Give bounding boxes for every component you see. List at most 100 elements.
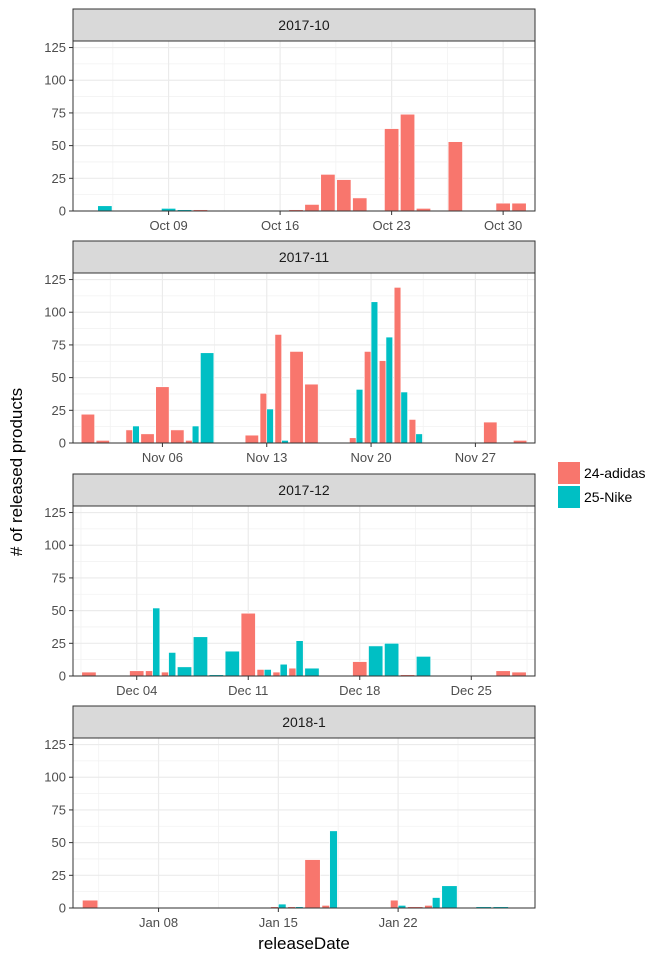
bar-25-nike [415, 433, 423, 444]
y-tick-label: 100 [44, 73, 66, 88]
bar-24-adidas [495, 202, 511, 212]
y-tick-label: 50 [52, 835, 66, 850]
bar-24-adidas [483, 421, 498, 444]
bar-25-nike [441, 885, 458, 909]
panel-strip-title: 2017-11 [279, 249, 330, 265]
bar-24-adidas [82, 899, 99, 909]
y-tick-label: 100 [44, 538, 66, 553]
bar-24-adidas [170, 429, 185, 444]
y-tick-label: 125 [44, 272, 66, 287]
y-tick-label: 50 [52, 603, 66, 618]
bar-24-adidas [240, 612, 256, 677]
x-tick-label: Jan 08 [139, 915, 178, 930]
plot-background [73, 41, 535, 211]
panel-border [72, 40, 536, 212]
bar-25-nike [368, 645, 384, 677]
bar-24-adidas [272, 671, 281, 677]
bar-24-adidas [352, 197, 368, 212]
bar-24-adidas [259, 393, 268, 444]
x-tick-label: Dec 11 [228, 683, 268, 698]
bar-24-adidas [145, 670, 153, 677]
bar-24-adidas [390, 899, 399, 909]
x-tick-label: Oct 30 [484, 218, 522, 233]
y-tick-label: 75 [52, 337, 66, 352]
y-tick-label: 0 [59, 901, 66, 916]
y-tick-label: 125 [44, 40, 66, 55]
y-tick-label: 100 [44, 770, 66, 785]
bar-24-adidas [129, 670, 145, 677]
bar-25-nike [329, 830, 338, 909]
bar-24-adidas [140, 433, 155, 444]
bar-24-adidas [511, 202, 527, 212]
bar-25-nike [278, 903, 287, 909]
x-tick-label: Oct 23 [372, 218, 410, 233]
x-tick-label: Dec 25 [451, 683, 492, 698]
legend-key-25-nike [558, 486, 580, 508]
panel-border [72, 737, 536, 909]
y-tick-label: 75 [52, 570, 66, 585]
panel-1: 2017-10 0 25 50 75 100 125 Oct 09 Oct 16 Oct 23 Oc… [44, 8, 536, 233]
bar-24-adidas [349, 437, 357, 444]
panel-strip-title: 2017-10 [278, 17, 330, 33]
bar-24-adidas [384, 128, 400, 212]
x-tick-label: Nov 20 [350, 450, 391, 465]
y-tick-label: 25 [52, 171, 66, 186]
bar-24-adidas [244, 434, 259, 444]
bar-24-adidas [289, 351, 304, 444]
plot-background [73, 273, 535, 443]
bar-24-adidas [447, 141, 463, 212]
bar-25-nike [152, 607, 161, 677]
bar-25-nike [370, 301, 379, 444]
bar-24-adidas [288, 667, 297, 677]
x-tick-label: Jan 15 [259, 915, 298, 930]
y-axis-title: # of released products [7, 388, 26, 556]
bar-25-nike [263, 669, 272, 677]
bar-25-nike [192, 636, 208, 677]
bar-25-nike [191, 425, 200, 444]
panel-strip-title: 2018-1 [282, 714, 326, 730]
bar-25-nike [200, 352, 215, 444]
bar-25-nike [279, 663, 288, 677]
legend-key-24-adidas [558, 462, 580, 484]
bar-25-nike [295, 640, 304, 677]
y-tick-label: 0 [59, 204, 66, 219]
y-tick-label: 25 [52, 868, 66, 883]
bar-25-nike [97, 205, 113, 212]
bar-25-nike [224, 650, 240, 677]
x-tick-label: Jan 22 [379, 915, 418, 930]
y-tick-label: 50 [52, 138, 66, 153]
y-tick-label: 75 [52, 105, 66, 120]
bar-25-nike [355, 389, 364, 444]
x-tick-label: Oct 16 [261, 218, 299, 233]
panel-border [72, 272, 536, 444]
chart-panels: 2017-10 0 25 50 75 100 125 Oct 09 Oct 16 Oct 23 Oc… [44, 8, 536, 930]
panel-4: 2018-1 0 25 50 75 100 125 Jan 08 Jan 15 Jan 22 [44, 705, 536, 930]
legend-label: 24-adidas [584, 465, 646, 481]
legend: 24-adidas 25-Nike [558, 462, 646, 508]
panel-strip [72, 240, 536, 274]
x-tick-label: Oct 09 [149, 218, 187, 233]
bar-25-nike [416, 656, 431, 677]
bar-24-adidas [400, 113, 416, 212]
bar-25-nike [177, 666, 192, 677]
x-tick-label: Nov 27 [455, 450, 496, 465]
y-tick-label: 125 [44, 505, 66, 520]
x-tick-label: Dec 18 [339, 683, 380, 698]
bar-25-nike [400, 391, 408, 444]
bar-24-adidas [336, 179, 352, 212]
y-tick-label: 75 [52, 802, 66, 817]
bar-24-adidas [511, 671, 527, 677]
y-tick-label: 25 [52, 636, 66, 651]
bar-24-adidas [125, 429, 133, 444]
y-tick-label: 25 [52, 403, 66, 418]
bar-24-adidas [256, 669, 265, 677]
bar-25-nike [384, 643, 400, 677]
bar-25-nike [432, 897, 441, 909]
bar-24-adidas [352, 661, 368, 677]
bar-25-nike [385, 336, 393, 444]
y-tick-label: 125 [44, 737, 66, 752]
bar-24-adidas [320, 174, 336, 212]
panel-strip [72, 8, 536, 42]
y-tick-label: 50 [52, 370, 66, 385]
